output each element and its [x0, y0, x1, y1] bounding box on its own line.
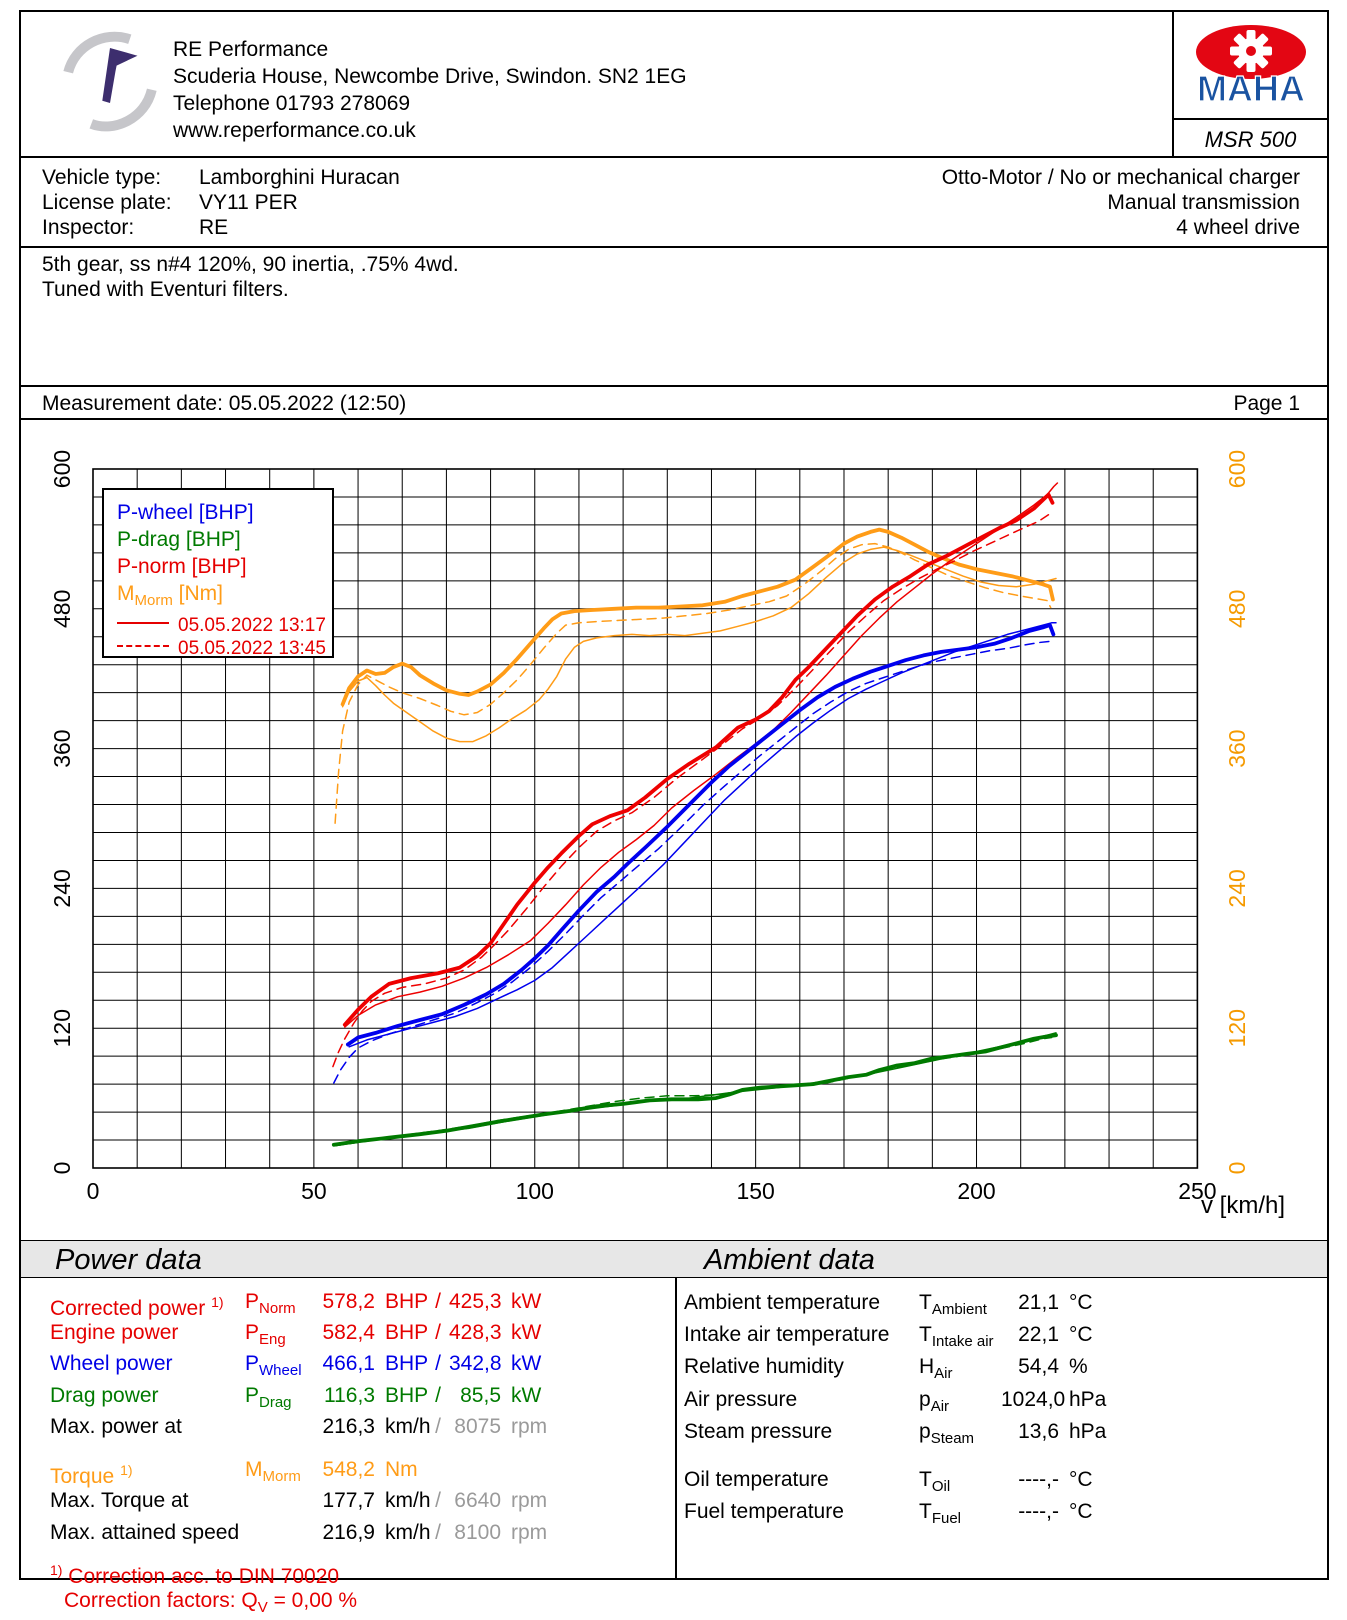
- curve-p-wheel-bhp-13-45-dashed: [333, 640, 1051, 1084]
- maha-logo-cell: MAHA MSR 500: [1172, 12, 1327, 158]
- x-tick-label: 100: [516, 1178, 554, 1204]
- table-row-max-attained-speed: Max. attained speed 216,9 km/h / 8100 rpm: [50, 1520, 548, 1544]
- maha-brand-text: MAHA: [1197, 68, 1305, 109]
- curve-p-drag-bhp-13-17-thin: [333, 1032, 1057, 1147]
- curve-m-norm-nm-13-45-dashed: [334, 542, 1052, 824]
- table-row-oil-temperature: Oil temperature TOil ----,- °C: [684, 1467, 1093, 1496]
- x-tick-label: 50: [301, 1178, 327, 1204]
- company-address: Scuderia House, Newcombe Drive, Swindon.…: [173, 65, 687, 88]
- legend-item-pwheel: P-wheel [BHP]: [117, 501, 254, 524]
- comments: 5th gear, ss n#4 120%, 90 inertia, .75% …: [42, 252, 459, 302]
- table-row-corrected-power: Corrected power 1) PNorm 578,2 BHP / 425,…: [50, 1290, 542, 1320]
- table-row-engine-power: Engine power PEng 582,4 BHP / 428,3 kW: [50, 1321, 542, 1349]
- re-performance-logo: [63, 31, 157, 132]
- vehicle-type-label: Vehicle type:: [42, 166, 162, 189]
- vehicle-info: Vehicle type: Lamborghini Huracan Licens…: [21, 158, 1327, 248]
- chart-legend: P-wheel [BHP] P-drag [BHP] P-norm [BHP] …: [102, 488, 334, 660]
- x-tick-label: 200: [957, 1178, 995, 1204]
- curve-p-drag-bhp-main: [331, 1033, 1058, 1147]
- measurement-bar: Measurement date: 05.05.2022 (12:50) Pag…: [21, 385, 1327, 420]
- column-divider: [675, 1240, 677, 1578]
- correction-footnote: 1) Correction acc. to DIN 70020 Correcti…: [50, 1561, 358, 1617]
- plot-frame: [92, 468, 1199, 1169]
- dashed-line-sample: [117, 645, 169, 648]
- power-data-table: Corrected power 1) PNorm 578,2 BHP / 425,…: [50, 1290, 650, 1620]
- table-row-torque: Torque 1) MMorm 548,2 Nm: [50, 1457, 418, 1488]
- y-tick-label-left: 480: [49, 590, 75, 628]
- report-page: RE Performance Scuderia House, Newcombe …: [19, 10, 1329, 1616]
- y-tick-label-right: 0: [1224, 1162, 1250, 1175]
- table-row-wheel-power: Wheel power PWheel 466,1 BHP / 342,8 kW: [50, 1352, 542, 1380]
- license-plate-value: VY11 PER: [199, 191, 298, 214]
- curve-m-norm-nm-13-17-thin: [341, 546, 1057, 743]
- table-row-steam-pressure: Steam pressure pSteam 13,6 hPa: [684, 1419, 1107, 1447]
- x-tick-label: 150: [736, 1178, 774, 1204]
- legend-item-pdrag: P-drag [BHP]: [117, 528, 241, 551]
- license-plate-label: License plate:: [42, 191, 172, 214]
- y-tick-label-right: 480: [1224, 590, 1250, 628]
- company-info: RE Performance Scuderia House, Newcombe …: [173, 36, 687, 144]
- ambient-data-table: Ambient temperature TAmbient 21,1 °C Inta…: [684, 1290, 1304, 1531]
- table-row-max-torque-at: Max. Torque at 177,7 km/h / 6640 rpm: [50, 1488, 548, 1512]
- vehicle-type-value: Lamborghini Huracan: [199, 166, 400, 189]
- y-tick-label-right: 600: [1224, 450, 1250, 488]
- comment-line: 5th gear, ss n#4 120%, 90 inertia, .75% …: [42, 253, 459, 276]
- report-header: RE Performance Scuderia House, Newcombe …: [21, 12, 1327, 158]
- x-tick-label: 0: [87, 1178, 100, 1204]
- table-row-drag-power: Drag power PDrag 116,3 BHP / 85,5 kW: [50, 1383, 542, 1411]
- engine-type: Otto-Motor / No or mechanical charger: [941, 166, 1300, 189]
- y-tick-label-left: 120: [49, 1009, 75, 1047]
- table-row-air-pressure: Air pressure pAir 1024,0 hPa: [684, 1387, 1107, 1415]
- measurement-date: Measurement date: 05.05.2022 (12:50): [42, 392, 407, 415]
- legend-run-1: 05.05.2022 13:17: [117, 614, 332, 637]
- table-row-max-power-at: Max. power at 216,3 km/h / 8075 rpm: [50, 1414, 548, 1438]
- x-axis-title: v [km/h]: [1201, 1192, 1285, 1219]
- comment-line: Tuned with Eventuri filters.: [42, 278, 289, 301]
- curve-p-wheel-bhp-main: [345, 623, 1056, 1047]
- table-row-relative-humidity: Relative humidity HAir 54,4%: [684, 1355, 1088, 1383]
- power-data-header: Power data: [21, 1240, 675, 1278]
- legend-run-2: 05.05.2022 13:45: [117, 637, 332, 660]
- curve-p-wheel-bhp-13-17-thin: [348, 622, 1057, 1048]
- page-number: Page 1: [1233, 392, 1300, 415]
- y-tick-label-left: 0: [49, 1162, 75, 1175]
- maha-logo: MAHA: [1196, 25, 1306, 110]
- curve-m-norm-nm-main: [340, 527, 1055, 707]
- y-tick-label-left: 240: [49, 869, 75, 907]
- inspector-label: Inspector:: [42, 216, 135, 239]
- table-row-fuel-temperature: Fuel temperature TFuel ----,- °C: [684, 1500, 1093, 1528]
- transmission-type: Manual transmission: [1107, 191, 1300, 214]
- maha-model: MSR 500: [1174, 118, 1327, 158]
- table-row-intake-air-temperature: Intake air temperature TIntake air 22,1 °…: [684, 1323, 1093, 1351]
- inspector-value: RE: [199, 216, 229, 239]
- legend-item-pnorm: P-norm [BHP]: [117, 555, 247, 578]
- curve-p-norm-bhp-13-45-dashed: [332, 513, 1050, 1068]
- y-tick-label-right: 120: [1224, 1009, 1250, 1047]
- y-tick-label-right: 240: [1224, 869, 1250, 907]
- gear-icon: [1230, 30, 1272, 72]
- ambient-data-header: Ambient data: [675, 1240, 1327, 1278]
- company-name: RE Performance: [173, 38, 329, 61]
- solid-line-sample: [117, 622, 169, 625]
- y-tick-label-right: 360: [1224, 729, 1250, 767]
- drive-type: 4 wheel drive: [1176, 216, 1300, 239]
- x-tick-label: 250: [1178, 1178, 1216, 1204]
- curve-p-norm-bhp-main: [342, 492, 1055, 1027]
- company-website: www.reperformance.co.uk: [173, 119, 416, 142]
- company-phone: Telephone 01793 278069: [173, 92, 411, 115]
- y-tick-label-left: 600: [49, 450, 75, 488]
- table-row-ambient-temperature: Ambient temperature TAmbient 21,1 °C: [684, 1291, 1093, 1319]
- legend-item-torque: MMorm [Nm]: [117, 582, 223, 610]
- y-tick-label-left: 360: [49, 729, 75, 767]
